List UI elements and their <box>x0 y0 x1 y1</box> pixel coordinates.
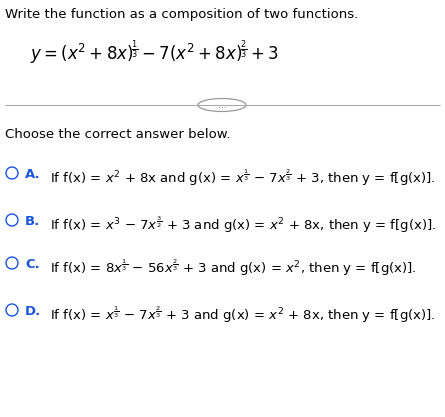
Text: C.: C. <box>25 258 40 271</box>
Text: If f(x) = $x^{\frac{1}{3}}$ $-$ 7$x^{\frac{2}{3}}$ + 3 and g(x) = $x^2$ + 8x, th: If f(x) = $x^{\frac{1}{3}}$ $-$ 7$x^{\fr… <box>50 305 436 325</box>
Circle shape <box>6 257 18 269</box>
Text: If f(x) = 8$x^{\frac{1}{3}}$ $-$ 56$x^{\frac{2}{3}}$ + 3 and g(x) = $x^2$, then : If f(x) = 8$x^{\frac{1}{3}}$ $-$ 56$x^{\… <box>50 258 417 278</box>
Circle shape <box>6 214 18 226</box>
Text: B.: B. <box>25 215 40 228</box>
Text: ...: ... <box>218 100 227 110</box>
Circle shape <box>6 167 18 179</box>
Text: If f(x) = $x^3$ $-$ 7$x^{\frac{3}{2}}$ + 3 and g(x) = $x^2$ + 8x, then y = f[g(x: If f(x) = $x^3$ $-$ 7$x^{\frac{3}{2}}$ +… <box>50 215 436 235</box>
Circle shape <box>6 304 18 316</box>
Text: $y = \left(x^2 + 8x\right)^{\!\frac{1}{3}} - 7\left(x^2 + 8x\right)^{\!\frac{2}{: $y = \left(x^2 + 8x\right)^{\!\frac{1}{3… <box>30 38 279 66</box>
Text: Choose the correct answer below.: Choose the correct answer below. <box>5 128 231 141</box>
Text: A.: A. <box>25 168 40 181</box>
Ellipse shape <box>198 98 246 111</box>
Text: D.: D. <box>25 305 41 318</box>
Text: If f(x) = $x^2$ + 8x and g(x) = $x^{\frac{1}{3}}$ $-$ 7$x^{\frac{2}{3}}$ + 3, th: If f(x) = $x^2$ + 8x and g(x) = $x^{\fra… <box>50 168 436 188</box>
Text: Write the function as a composition of two functions.: Write the function as a composition of t… <box>5 8 358 21</box>
